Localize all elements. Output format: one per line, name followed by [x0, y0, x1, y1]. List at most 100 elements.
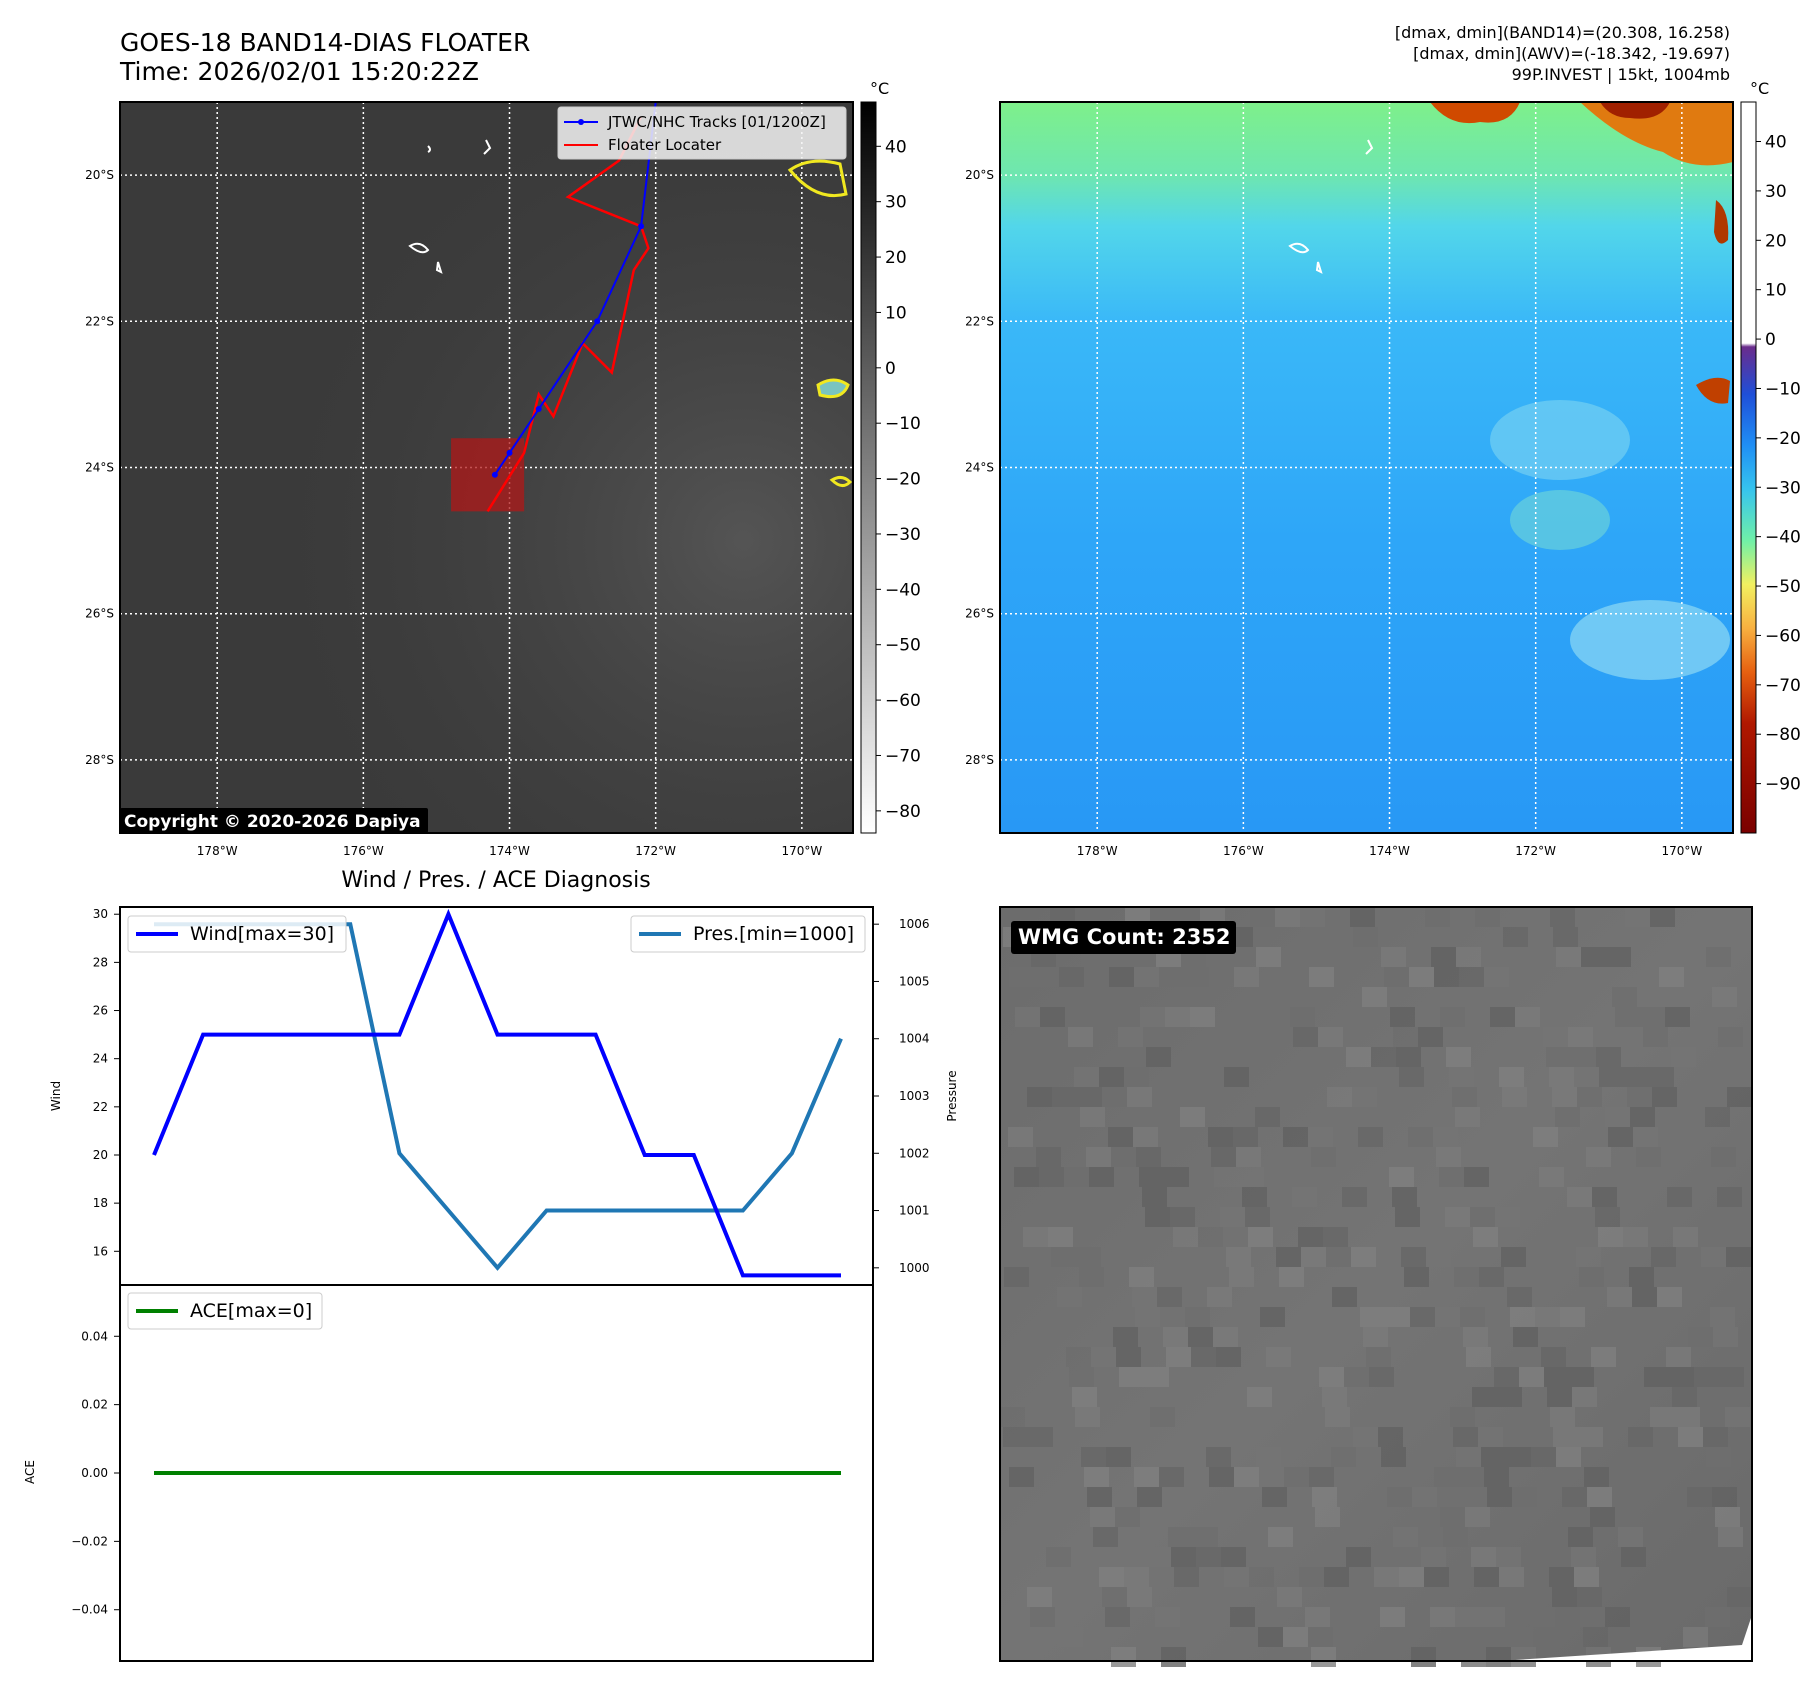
wmg-cell	[1208, 1127, 1233, 1147]
wmg-cell	[1363, 1327, 1388, 1347]
wmg-cell	[1395, 1207, 1420, 1227]
wmg-cell	[1590, 1507, 1615, 1527]
wmg-cell	[1081, 1447, 1106, 1467]
wmg-cell	[1675, 1407, 1700, 1427]
wmg-cell	[1490, 1007, 1515, 1027]
wmg-cell	[1480, 1607, 1505, 1627]
wmg-cell	[1546, 1047, 1571, 1067]
wmg-cell	[1549, 1067, 1574, 1087]
colorbar-tick-label: −50	[1765, 577, 1801, 597]
floater-locater-track	[486, 116, 650, 513]
wmg-cell	[1259, 1467, 1284, 1487]
ace-tick-label: 0.00	[81, 1466, 108, 1480]
wmg-cell	[1174, 1567, 1199, 1587]
wmg-cell	[1727, 1587, 1752, 1607]
wmg-cell	[1279, 1267, 1304, 1287]
wmg-cell	[1389, 1167, 1414, 1187]
wmg-cell	[1385, 1307, 1410, 1327]
info-line-1: [dmax, dmin](BAND14)=(20.308, 16.258)	[1395, 23, 1730, 42]
wmg-cell	[1687, 1487, 1712, 1507]
wmg-cell	[1206, 1447, 1231, 1467]
wmg-cell	[1146, 1547, 1171, 1567]
legend-label-jtwc: JTWC/NHC Tracks [01/1200Z]	[607, 113, 826, 131]
wmg-cell	[1577, 1587, 1602, 1607]
wmg-cell	[1198, 1227, 1223, 1247]
wmg-cell	[1571, 1547, 1596, 1567]
pressure-axis-ticks: 1006 1005 1004 1003 1002 1001 1000	[873, 917, 930, 1275]
wind-tick-label: 28	[93, 955, 108, 969]
wmg-cell	[1465, 1507, 1490, 1527]
wmg-cell	[1688, 1327, 1713, 1347]
wmg-cell	[1256, 1447, 1281, 1467]
wmg-cell	[1284, 1467, 1309, 1487]
wmg-cell	[1434, 967, 1459, 987]
floater-box	[451, 438, 525, 512]
wmg-cell	[1121, 1547, 1146, 1567]
wmg-cell	[1332, 1287, 1357, 1307]
wmg-cell	[1185, 1307, 1210, 1327]
wmg-cell	[1506, 1447, 1531, 1467]
wmg-cell	[1051, 1247, 1076, 1267]
wmg-cell	[1127, 1587, 1152, 1607]
wmg-cell	[1393, 1027, 1418, 1047]
pressure-legend-box	[630, 915, 866, 953]
wmg-cell	[1342, 1187, 1367, 1207]
pressure-tick-label: 1003	[899, 1089, 930, 1103]
wmg-cell	[1479, 1267, 1504, 1287]
wmg-cell	[1665, 1007, 1690, 1027]
wmg-cell	[1555, 1107, 1580, 1127]
wmg-cell	[1430, 1607, 1455, 1627]
wmg-cell	[1171, 1547, 1196, 1567]
diagnosis-title: Wind / Pres. / ACE Diagnosis	[341, 868, 650, 893]
wmg-cell	[1058, 1627, 1083, 1647]
wmg-cell	[1455, 1107, 1480, 1127]
wmg-cell	[1705, 1607, 1730, 1627]
wmg-cell	[1024, 1067, 1049, 1087]
wmg-cell	[1133, 1127, 1158, 1147]
wmg-cell	[1003, 1427, 1028, 1447]
wmg-cell	[1512, 1487, 1537, 1507]
wmg-cell	[1717, 1187, 1742, 1207]
colorbar-tick-label: 10	[1765, 281, 1787, 301]
wmg-cell	[1323, 1227, 1348, 1247]
colorbar-tick-label: −20	[1765, 429, 1801, 449]
colorbar-tick-label: 40	[1765, 133, 1787, 153]
wind-axis-label: Wind	[49, 1081, 63, 1111]
wmg-cell	[1471, 1547, 1496, 1567]
wmg-cell	[1583, 1627, 1608, 1647]
jtwc-track-point	[491, 471, 498, 478]
wmg-cell	[1115, 1507, 1140, 1527]
wmg-cell	[1207, 1287, 1232, 1307]
wmg-cell	[1519, 1367, 1544, 1387]
wmg-cell	[1344, 1367, 1369, 1387]
wv-colorbar-ticks: 40 30 20 10 0 −10 −20 −30 −40 −50 −60 −70 −80 −90	[1756, 133, 1801, 795]
wmg-cell	[1452, 1087, 1477, 1107]
wmg-cell	[1553, 1427, 1578, 1447]
wmg-cell	[1513, 1327, 1538, 1347]
wmg-cell	[1621, 1547, 1646, 1567]
wmg-cell	[1401, 1247, 1426, 1267]
ir-legend: JTWC/NHC Tracks [01/1200Z] Floater Locat…	[557, 106, 847, 160]
wmg-cell	[1718, 1527, 1743, 1547]
wmg-cell	[1440, 1507, 1465, 1527]
figure-title: GOES-18 BAND14-DIAS FLOATER	[120, 28, 530, 57]
wmg-cell	[1052, 1087, 1077, 1107]
wind-tick-label: 26	[93, 1004, 108, 1018]
info-line-3: 99P.INVEST | 15kt, 1004mb	[1512, 65, 1730, 84]
wmg-cell	[1324, 1567, 1349, 1587]
wmg-cell	[1718, 1027, 1743, 1047]
wmg-cell	[1301, 1247, 1326, 1267]
wv-frame	[999, 101, 1734, 834]
wv-lon-label: 172°W	[1515, 844, 1556, 858]
wmg-panel: WMG Count: 2352	[999, 906, 1753, 1667]
wmg-cell	[1643, 1027, 1668, 1047]
ir-lon-label: 172°W	[635, 844, 676, 858]
wmg-cell	[1387, 1487, 1412, 1507]
wmg-cell	[1352, 1087, 1377, 1107]
wmg-cell	[1327, 1087, 1352, 1107]
wmg-cell	[1209, 1467, 1234, 1487]
wmg-cell	[1576, 1247, 1601, 1267]
wmg-cell	[1393, 1527, 1418, 1547]
wmg-cell	[1057, 1287, 1082, 1307]
wmg-cell	[1248, 1227, 1273, 1247]
